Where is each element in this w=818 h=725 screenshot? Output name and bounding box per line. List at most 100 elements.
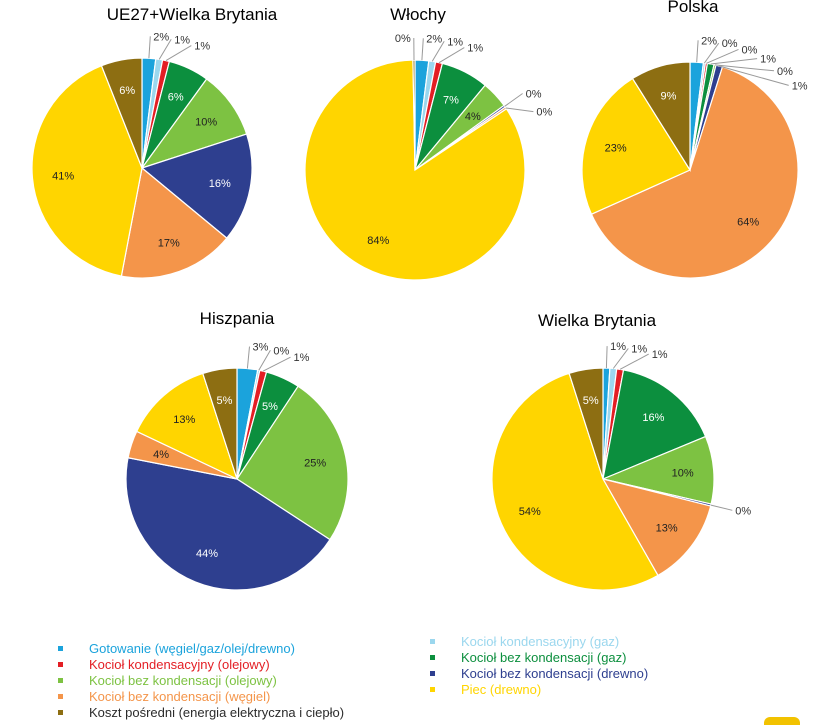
pie-slice-wegiel_bez [601,478,712,577]
legend-item-gotowanie: Gotowanie (węgiel/gaz/olej/drewno) [58,640,344,656]
leader-line [605,346,608,369]
leader-line [505,107,534,113]
pie-slice-piec [135,372,238,481]
legend-label: Kocioł bez kondensacji (gaz) [461,649,627,665]
pie-slice-posredni [568,367,604,480]
slice-value-label: 84% [367,235,389,247]
slice-value-label: 0% [742,44,758,56]
slice-value-label: 6% [119,85,135,97]
legend-item-posredni: Koszt pośredni (energia elektryczna i ci… [58,704,344,720]
chart-title: Wielka Brytania [538,311,657,330]
pie-chart-wielka-brytania: Wielka Brytania 16% 10% 13% 54% 5% 1% 1% 1% 0% [491,311,751,591]
slice-value-label: 0% [735,505,751,517]
slice-value-label: 1% [174,34,190,46]
slice-value-label: 0% [777,66,793,78]
slice-value-label: 5% [217,395,233,407]
leader-line [719,65,789,86]
pie-slice-piec [581,77,691,216]
legend-item-wegiel_bez: Kocioł bez kondensacji (węgiel) [58,688,344,704]
legend-label: Kocioł bez kondensacji (drewno) [461,665,649,681]
slice-value-label: 13% [173,414,195,426]
slice-value-label: 25% [304,458,326,470]
legend-label: Gotowanie (węgiel/gaz/olej/drewno) [89,640,295,656]
pie-slice-posredni [412,59,416,171]
legend-marker [58,645,63,651]
pie-slice-posredni [100,57,143,169]
slice-value-label: 2% [701,35,717,47]
pie-slice-drewno_bez [140,133,253,239]
leader-line [706,48,739,64]
legend-marker [58,677,63,683]
slice-value-label: 6% [168,91,184,103]
leader-line [619,353,649,370]
leader-line [612,348,629,369]
legend-marker [58,661,63,667]
slice-value-label: 9% [661,90,677,102]
slice-value-label: 54% [519,506,541,518]
slice-value-label: 1% [760,54,776,66]
pie-chart-ue27-wielka-brytania: UE27+Wielka Brytania 6% 10% 16% 17% 41% 6% 2% 1%… [31,5,278,279]
chart-title: UE27+Wielka Brytania [107,5,278,24]
legend-label: Koszt pośredni (energia elektryczna i ci… [89,704,345,720]
slice-value-label: 1% [631,343,647,355]
chart-title: Hiszpania [200,309,275,328]
slice-value-label: 5% [583,395,599,407]
slice-value-label: 16% [642,412,664,424]
slice-value-label: 44% [196,548,218,560]
chart-title: Włochy [390,5,446,24]
pie-slice-piec [491,372,659,591]
pie-slice-piec [31,64,143,277]
slice-value-label: 1% [792,80,808,92]
slice-value-label: 23% [605,142,627,154]
leader-line [148,36,151,59]
legend-marker [430,654,435,660]
leader-line [504,93,523,107]
legend-marker [58,693,63,699]
legend-label: Kocioł bez kondensacji (olejowy) [89,672,277,688]
leader-line [710,504,733,511]
legend-label: Kocioł kondensacyjny (gaz) [461,633,620,649]
chart-title: Polska [667,0,719,16]
slice-value-label: 13% [656,522,678,534]
leader-line [431,41,445,62]
slice-value-label: 1% [467,43,483,55]
slice-value-label: 17% [158,238,180,250]
pie-slice-gaz_bez [602,369,707,480]
pie-slice-wegiel_bez [590,66,799,279]
slice-value-label: 2% [426,33,442,45]
leader-line [258,350,271,371]
pie-chart-wlochy: Włochy 7% 4% 84% 2% 1% 1% 0% 0% 0% [304,5,553,281]
slice-value-label: 3% [253,342,269,354]
leader-line [696,40,699,63]
leader-line [246,346,250,369]
slice-value-label: 0% [273,345,289,357]
slice-value-label: 64% [737,217,759,229]
leader-line [710,58,758,65]
legend-right-column: Kocioł kondensacyjny (gaz) Kocioł bez kon… [430,633,648,697]
slice-value-label: 10% [195,116,217,128]
slice-value-label: 16% [209,178,231,190]
legend-label: Kocioł bez kondensacji (węgiel) [89,688,271,704]
pie-chart-hiszpania: Hiszpania 5% 25% 44% 4% 13% 5% 3% 0% 1% [125,309,349,591]
legend-marker [430,638,435,644]
slice-value-label: 0% [536,107,552,119]
legend-item-olej_bez: Kocioł bez kondensacji (olejowy) [58,672,344,688]
logo-mark [764,717,800,725]
slice-value-label: 0% [395,33,411,45]
slice-value-label: 1% [610,341,626,353]
legend-marker [430,686,435,692]
leader-line [703,42,720,64]
legend-left-column: Gotowanie (węgiel/gaz/olej/drewno) Kocioł… [58,640,344,720]
legend-label: Kocioł kondensacyjny (olejowy) [89,656,270,672]
pie-slice-drewno_bez [125,457,331,591]
slice-value-label: 0% [526,89,542,101]
slice-value-label: 0% [722,38,738,50]
pie-slice-wegiel_bez [120,166,228,279]
leader-line [158,39,172,60]
legend-marker [430,670,435,676]
slice-value-label: 4% [153,449,169,461]
slice-value-label: 2% [153,31,169,43]
legend-item-gaz_bez: Kocioł bez kondensacji (gaz) [430,649,648,665]
